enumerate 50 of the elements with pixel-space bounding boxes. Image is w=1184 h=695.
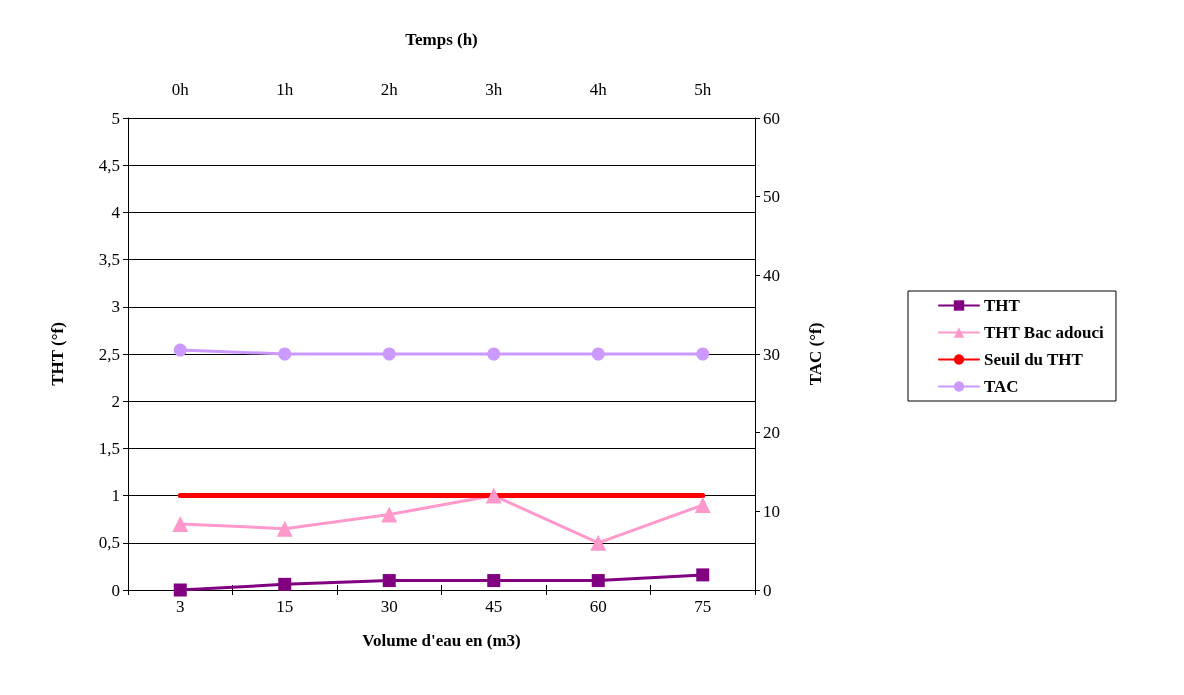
y-tick-label: 3,5: [98, 250, 120, 270]
point: [382, 574, 396, 588]
y2-tick-label: 20: [763, 423, 780, 443]
x2-tick-label: 5h: [694, 80, 712, 99]
point: [485, 487, 502, 504]
y-tick-label: 0: [111, 580, 120, 600]
x-tick-label: 3: [176, 597, 185, 616]
y-tick-label: 5: [111, 108, 120, 128]
y2-axis-title: TAC (°f): [806, 322, 825, 386]
point: [173, 583, 187, 597]
x-tick-label: 30: [380, 597, 398, 616]
legend-label: TAC: [984, 377, 1019, 396]
x2-tick-label: 3h: [485, 80, 503, 99]
point: [694, 497, 711, 514]
point: [590, 534, 607, 551]
point: [696, 568, 710, 582]
y2-tick-label: 50: [763, 187, 780, 207]
x2-tick-label: 0h: [171, 80, 190, 99]
y-tick-label: 3: [111, 297, 120, 317]
x-tick-label: 15: [276, 597, 294, 616]
x2-tick-label: 1h: [276, 80, 294, 99]
legend-label: Seuil du THT: [984, 350, 1084, 369]
y2-tick-label: 0: [763, 580, 772, 600]
x2-axis-title: Temps (h): [405, 30, 478, 49]
point: [278, 577, 292, 591]
y-tick-label: 2,5: [98, 344, 120, 364]
y-tick-label: 2: [111, 391, 120, 411]
y2-tick-label: 40: [763, 265, 780, 285]
legend-label: THT: [984, 296, 1021, 315]
x-tick-label: 45: [485, 597, 503, 616]
y-tick-label: 1: [111, 486, 120, 506]
point: [591, 574, 605, 588]
x-tick-label: 75: [694, 597, 712, 616]
y2-tick-label: 60: [763, 108, 780, 128]
y-tick-label: 4,5: [98, 155, 120, 175]
point: [276, 520, 293, 537]
y-tick-label: 0,5: [98, 533, 120, 553]
legend-label: THT Bac adouci: [984, 323, 1104, 342]
point: [487, 574, 501, 588]
y2-tick-label: 30: [763, 344, 780, 364]
x-tick-label: 60: [589, 597, 607, 616]
x2-tick-label: 4h: [589, 80, 608, 99]
y-tick-label: 4: [111, 202, 121, 222]
x2-tick-label: 2h: [380, 80, 399, 99]
point: [381, 506, 398, 523]
point: [172, 515, 189, 532]
x-axis-title: Volume d'eau en (m3): [362, 631, 521, 650]
y-axis-title: THT (°f): [48, 322, 67, 386]
y-tick-label: 1,5: [98, 438, 120, 458]
y2-tick-label: 10: [763, 501, 780, 521]
